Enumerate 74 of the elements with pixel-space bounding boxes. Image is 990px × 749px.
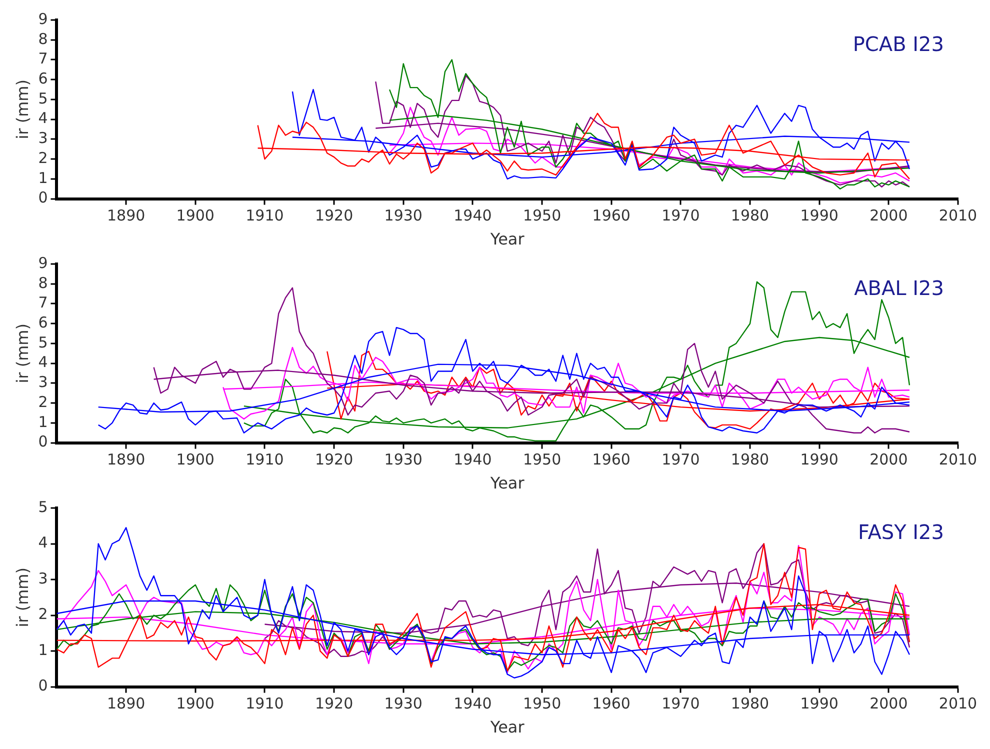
x-tick-label: 1900: [176, 206, 214, 225]
x-tick-label: 1960: [592, 450, 630, 469]
y-tick-label: 0: [38, 432, 48, 451]
x-tick-label: 2000: [870, 450, 908, 469]
x-tick-label: 1950: [522, 694, 562, 713]
x-tick-label: 1910: [246, 694, 284, 713]
y-axis-title: ir (mm): [12, 324, 32, 384]
x-tick-label: 2000: [870, 694, 908, 713]
x-tick-label: 1890: [106, 206, 146, 225]
x-tick-label: 1980: [730, 694, 770, 713]
y-tick-label: 4: [38, 109, 48, 128]
x-tick-label: 1970: [662, 450, 700, 469]
y-tick-label: 4: [38, 534, 48, 552]
x-tick-label: 1970: [662, 206, 700, 225]
x-tick-label: 2000: [870, 206, 908, 225]
x-axis-title: Year: [489, 474, 525, 493]
x-tick-label: 1990: [800, 450, 838, 469]
x-tick-label: 1920: [314, 450, 354, 469]
x-tick-label: 2010: [938, 206, 978, 225]
y-tick-label: 0: [38, 188, 48, 207]
y-tick-label: 2: [38, 605, 48, 624]
x-tick-label: 1910: [246, 450, 284, 469]
x-tick-label: 1900: [176, 694, 214, 713]
x-tick-label: 1930: [384, 206, 422, 225]
y-tick-label: 0: [38, 676, 48, 695]
y-tick-label: 8: [38, 30, 48, 48]
text: FASY I23: [858, 520, 944, 544]
y-tick-label: 6: [38, 69, 48, 88]
y-tick-label: 9: [38, 254, 48, 272]
y-tick-label: 2: [38, 392, 48, 411]
x-tick-label: 1950: [522, 206, 562, 225]
y-tick-label: 1: [38, 640, 48, 659]
y-tick-label: 1: [38, 168, 48, 187]
text: ABAL I23: [854, 276, 944, 300]
y-tick-label: 7: [38, 50, 48, 68]
x-tick-label: 1990: [800, 206, 838, 225]
x-tick-label: 2010: [938, 450, 978, 469]
x-tick-label: 1940: [454, 694, 492, 713]
x-tick-label: 1910: [246, 206, 284, 225]
x-tick-label: 2010: [938, 694, 978, 713]
y-tick-label: 3: [38, 129, 48, 148]
y-axis-title: ir (mm): [12, 568, 32, 628]
y-tick-label: 5: [38, 498, 48, 516]
x-tick-label: 1930: [384, 450, 422, 469]
x-tick-label: 1960: [592, 694, 630, 713]
x-tick-label: 1930: [384, 694, 422, 713]
x-axis-title: Year: [489, 718, 525, 737]
y-tick-label: 4: [38, 353, 48, 372]
x-tick-label: 1900: [176, 450, 214, 469]
y-tick-label: 9: [38, 10, 48, 28]
y-tick-label: 5: [38, 333, 48, 352]
y-tick-label: 2: [38, 148, 48, 167]
x-tick-label: 1920: [314, 206, 354, 225]
y-tick-label: 3: [38, 569, 48, 588]
x-tick-label: 1970: [662, 694, 700, 713]
x-tick-label: 1890: [106, 694, 146, 713]
x-tick-label: 1990: [800, 694, 838, 713]
y-tick-label: 6: [38, 313, 48, 332]
x-axis-title: Year: [489, 230, 525, 249]
y-tick-label: 1: [38, 412, 48, 431]
x-tick-label: 1950: [522, 450, 562, 469]
text: PCAB I23: [852, 32, 944, 56]
y-tick-label: 7: [38, 294, 48, 312]
y-tick-label: 5: [38, 89, 48, 108]
x-tick-label: 1920: [314, 694, 354, 713]
y-tick-label: 8: [38, 274, 48, 292]
x-tick-label: 1960: [592, 206, 630, 225]
x-tick-label: 1940: [454, 450, 492, 469]
x-tick-label: 1980: [730, 450, 770, 469]
y-axis-title: ir (mm): [12, 80, 32, 140]
x-tick-label: 1890: [106, 450, 146, 469]
y-tick-label: 3: [38, 373, 48, 392]
x-tick-label: 1980: [730, 206, 770, 225]
x-tick-label: 1940: [454, 206, 492, 225]
